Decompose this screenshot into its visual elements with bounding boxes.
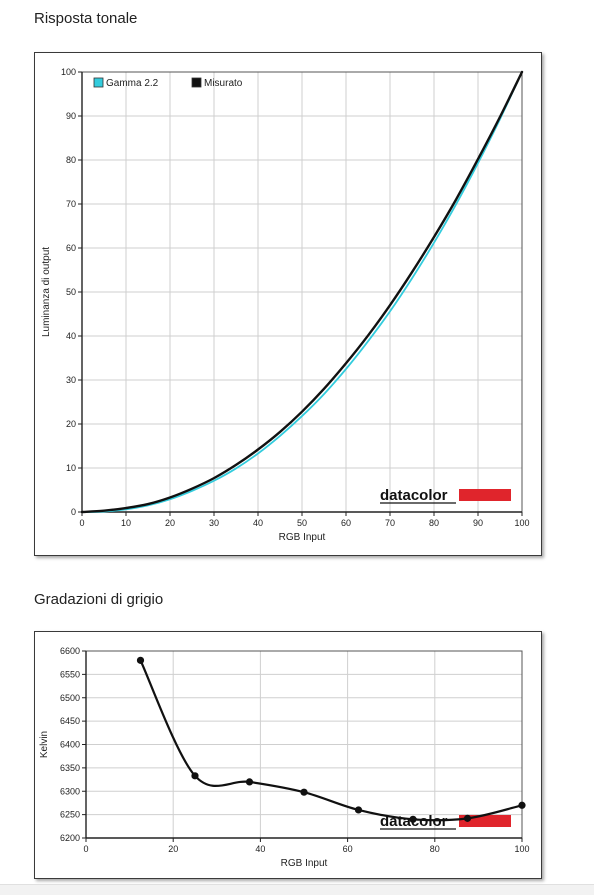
y-tick-label: 6300 xyxy=(60,786,80,796)
x-tick-label: 0 xyxy=(79,518,84,528)
x-tick-label: 20 xyxy=(168,844,178,854)
datacolor-logo-text: datacolor xyxy=(380,487,448,504)
x-tick-label: 60 xyxy=(341,518,351,528)
data-point xyxy=(245,778,254,786)
y-tick-label: 0 xyxy=(71,507,76,517)
y-tick-label: 6350 xyxy=(60,763,80,773)
x-tick-label: 60 xyxy=(343,844,353,854)
y-tick-label: 40 xyxy=(66,331,76,341)
data-point xyxy=(463,814,472,822)
grayscale-title: Gradazioni di grigio xyxy=(34,591,164,608)
legend-swatch xyxy=(191,77,202,88)
legend-label: Misurato xyxy=(204,78,243,89)
data-point xyxy=(300,788,308,796)
x-tick-label: 100 xyxy=(514,844,529,854)
grayscale-chart-panel: 0 20 40 60 80 100 6200 6250 6300 6350 6400 6450 6500… xyxy=(34,631,542,879)
x-tick-label: 20 xyxy=(165,518,175,528)
y-tick-label: 10 xyxy=(66,463,76,473)
tonal-response-chart: 0 10 20 30 40 50 60 70 80 90 100 0 10 20 30 40 50 60 70 80 9… xyxy=(41,67,530,543)
legend-label: Gamma 2.2 xyxy=(106,78,159,89)
x-tick-label: 30 xyxy=(209,518,219,528)
data-point xyxy=(136,656,145,664)
data-point xyxy=(354,806,363,814)
y-axis-label: Luminanza di output xyxy=(41,247,52,337)
y-tick-label: 6200 xyxy=(60,833,80,843)
x-tick-label: 40 xyxy=(255,844,265,854)
x-tick-label: 100 xyxy=(514,518,529,528)
y-tick-label: 20 xyxy=(66,419,76,429)
y-axis-label: Kelvin xyxy=(39,731,50,758)
series-line-0 xyxy=(139,659,524,822)
y-tick-label: 90 xyxy=(66,111,76,121)
datacolor-logo-bar xyxy=(459,489,511,501)
y-tick-label: 6450 xyxy=(60,716,80,726)
data-point xyxy=(409,815,417,823)
y-tick-label: 100 xyxy=(61,67,76,77)
y-tick-label: 6600 xyxy=(60,646,80,656)
x-tick-label: 40 xyxy=(253,518,263,528)
x-tick-label: 70 xyxy=(385,518,395,528)
y-tick-label: 80 xyxy=(66,155,76,165)
series-line-gamma-2-2 xyxy=(81,71,523,513)
data-point xyxy=(518,801,526,809)
x-tick-label: 80 xyxy=(429,518,439,528)
y-tick-label: 6500 xyxy=(60,693,80,703)
x-axis-label: RGB Input xyxy=(279,532,326,543)
y-tick-label: 70 xyxy=(66,199,76,209)
y-tick-label: 6400 xyxy=(60,740,80,750)
x-tick-label: 80 xyxy=(430,844,440,854)
x-tick-label: 0 xyxy=(83,844,88,854)
y-tick-label: 6550 xyxy=(60,669,80,679)
page-bottom-bar xyxy=(0,884,594,895)
x-tick-label: 10 xyxy=(121,518,131,528)
data-point xyxy=(191,772,199,780)
grayscale-chart: 0 20 40 60 80 100 6200 6250 6300 6350 6400 6450 6500… xyxy=(39,646,530,869)
x-axis-label: RGB Input xyxy=(281,858,328,869)
y-tick-label: 6250 xyxy=(60,810,80,820)
x-tick-label: 50 xyxy=(297,518,307,528)
tonal-response-title: Risposta tonale xyxy=(34,10,138,27)
y-tick-label: 50 xyxy=(66,287,76,297)
legend-swatch xyxy=(93,77,104,88)
series-line-misurato xyxy=(80,70,524,514)
y-tick-label: 30 xyxy=(66,375,76,385)
tonal-response-chart-panel: 0 10 20 30 40 50 60 70 80 90 100 0 10 20 30 40 50 60 70 80 9… xyxy=(34,52,542,556)
x-tick-label: 90 xyxy=(473,518,483,528)
y-tick-label: 60 xyxy=(66,243,76,253)
